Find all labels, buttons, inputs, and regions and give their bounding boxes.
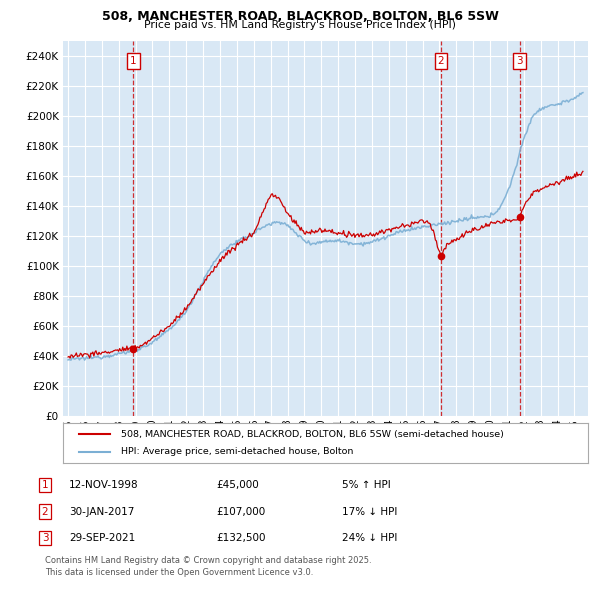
Text: 12-NOV-1998: 12-NOV-1998 xyxy=(69,480,139,490)
Text: 2: 2 xyxy=(41,507,49,516)
Text: 508, MANCHESTER ROAD, BLACKROD, BOLTON, BL6 5SW: 508, MANCHESTER ROAD, BLACKROD, BOLTON, … xyxy=(101,10,499,23)
Text: 29-SEP-2021: 29-SEP-2021 xyxy=(69,533,135,543)
Text: HPI: Average price, semi-detached house, Bolton: HPI: Average price, semi-detached house,… xyxy=(121,447,353,457)
Text: £132,500: £132,500 xyxy=(216,533,265,543)
Text: Contains HM Land Registry data © Crown copyright and database right 2025.: Contains HM Land Registry data © Crown c… xyxy=(45,556,371,565)
Text: Price paid vs. HM Land Registry's House Price Index (HPI): Price paid vs. HM Land Registry's House … xyxy=(144,20,456,30)
Text: 30-JAN-2017: 30-JAN-2017 xyxy=(69,507,134,516)
Text: 5% ↑ HPI: 5% ↑ HPI xyxy=(342,480,391,490)
Text: 1: 1 xyxy=(41,480,49,490)
Text: 2: 2 xyxy=(437,56,444,65)
Text: This data is licensed under the Open Government Licence v3.0.: This data is licensed under the Open Gov… xyxy=(45,568,313,577)
Text: 3: 3 xyxy=(517,56,523,65)
Text: 3: 3 xyxy=(41,533,49,543)
Text: 508, MANCHESTER ROAD, BLACKROD, BOLTON, BL6 5SW (semi-detached house): 508, MANCHESTER ROAD, BLACKROD, BOLTON, … xyxy=(121,430,503,439)
Text: £107,000: £107,000 xyxy=(216,507,265,516)
Text: 24% ↓ HPI: 24% ↓ HPI xyxy=(342,533,397,543)
Text: 17% ↓ HPI: 17% ↓ HPI xyxy=(342,507,397,516)
Text: £45,000: £45,000 xyxy=(216,480,259,490)
Text: 1: 1 xyxy=(130,56,137,65)
